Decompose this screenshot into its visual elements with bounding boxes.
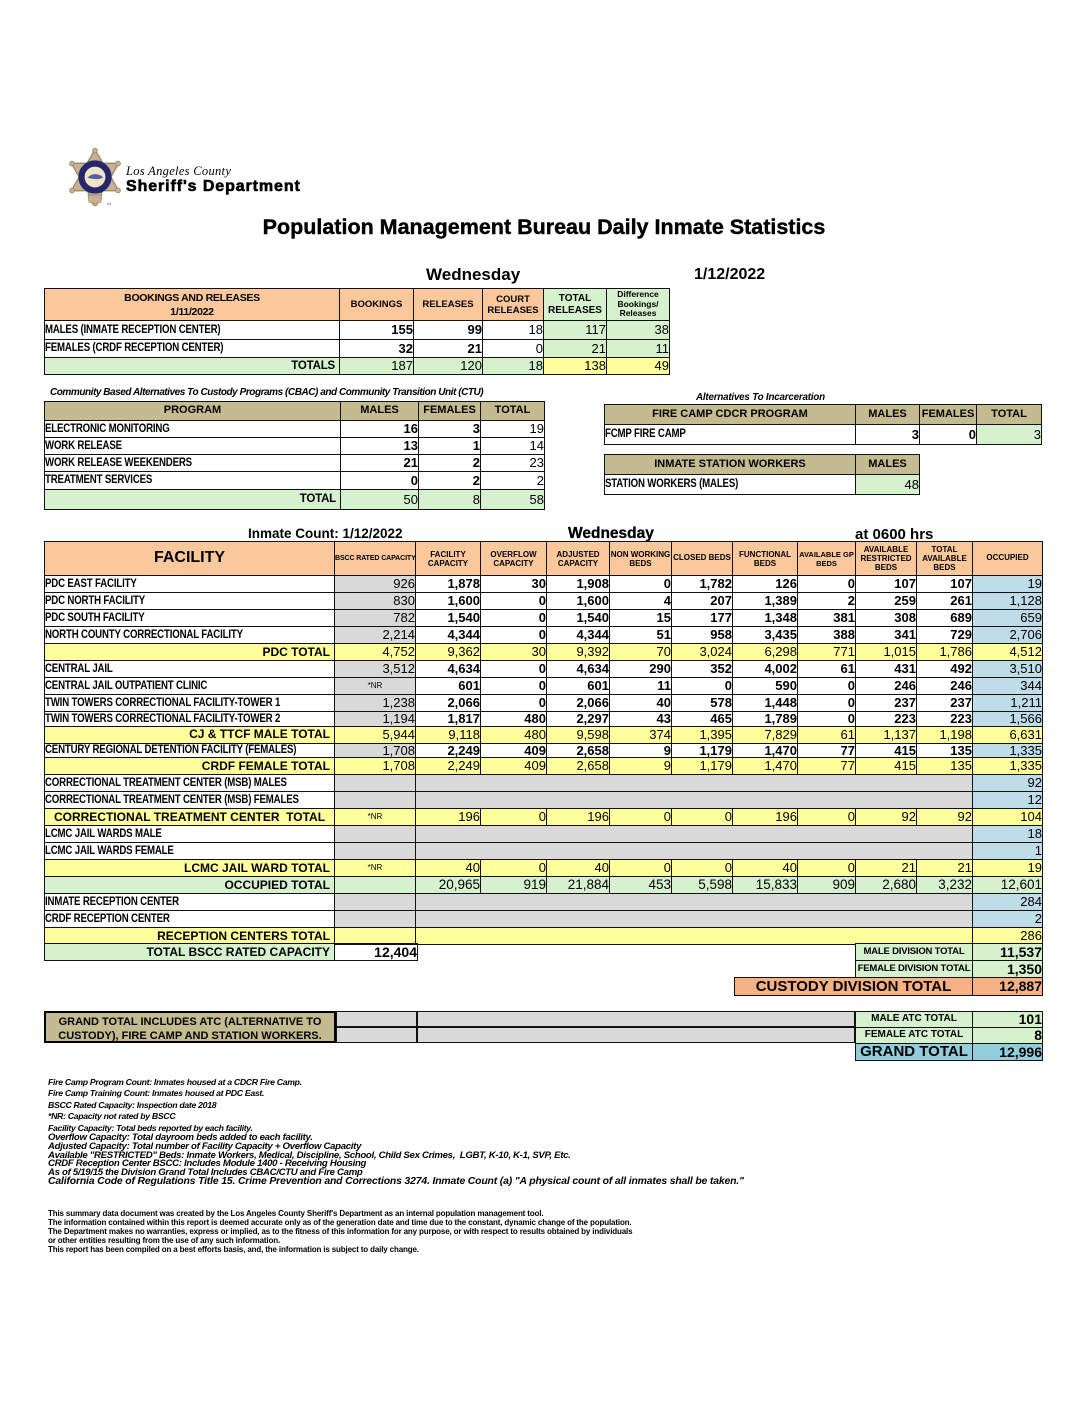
svg-text:™: ™ <box>106 203 112 209</box>
